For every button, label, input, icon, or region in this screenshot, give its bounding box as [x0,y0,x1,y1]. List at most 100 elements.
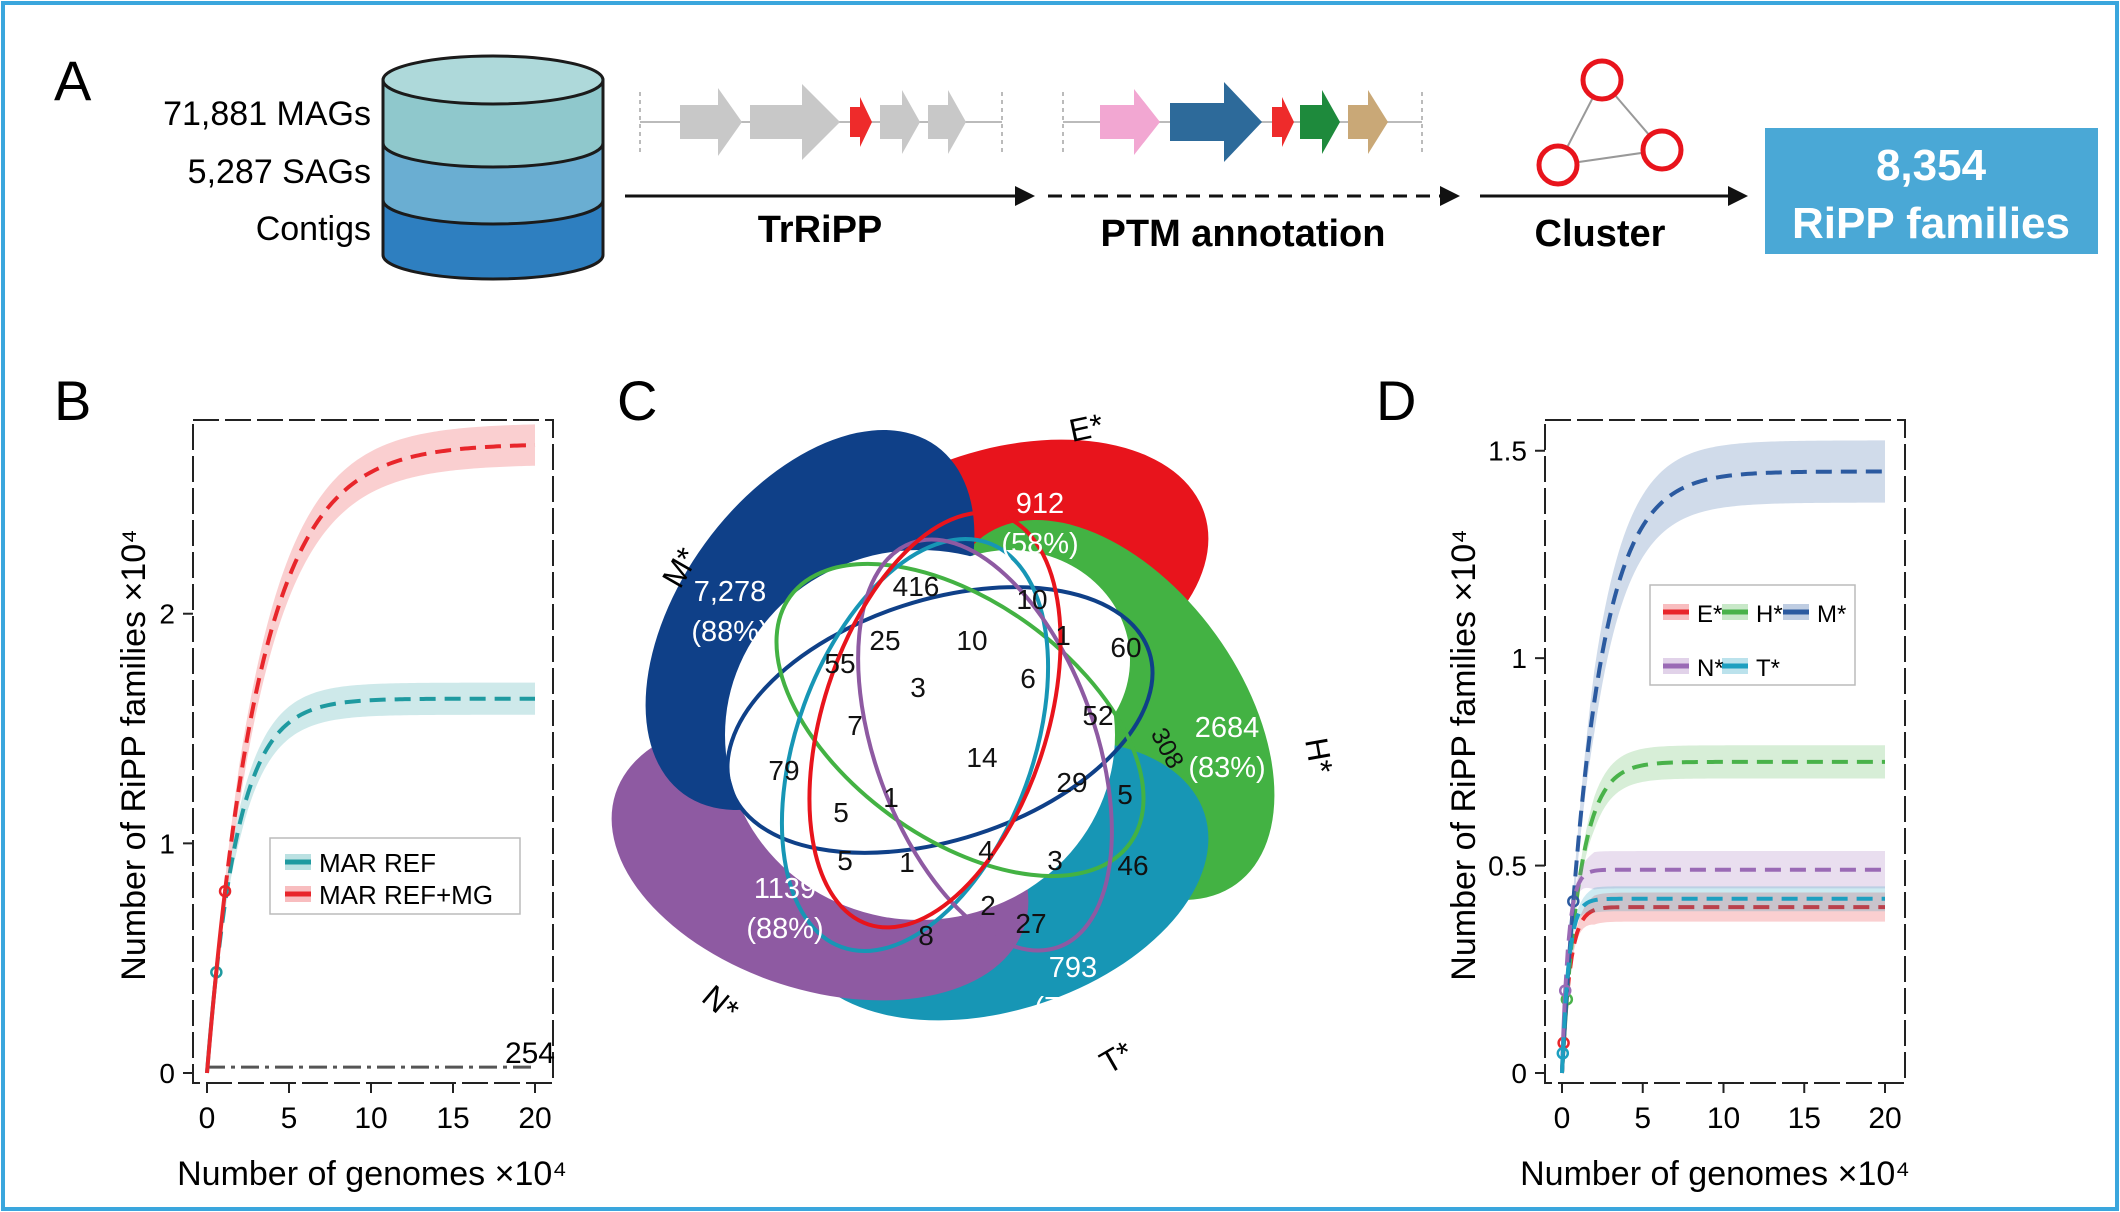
panel-d-letter: D [1376,369,1416,432]
venn-outlines [725,510,1155,954]
venn-count: 8 [918,920,934,951]
legend-label: MAR REF [319,848,436,878]
x-tick-label: 15 [1788,1102,1821,1135]
venn-h-count: 2684 [1195,712,1260,744]
x-tick-label: 10 [1707,1102,1740,1135]
venn-count: 1 [883,782,899,813]
venn-count: 60 [1110,632,1141,663]
venn-count: 10 [956,625,987,656]
cluster-icon [1536,58,1684,187]
x-tick-label: 0 [199,1102,216,1135]
venn-count: 4 [978,835,994,866]
venn-count: 27 [1015,908,1046,939]
legend-label: MAR REF+MG [319,880,493,910]
series-confidence-band [1562,886,1885,1073]
arrow-ptm-head [1440,186,1460,206]
legend-label: N* [1697,655,1724,682]
step-cluster-label: Cluster [1535,213,1666,255]
result-label: RiPP families [1792,199,2070,248]
venn-count: 1 [1055,620,1071,651]
db-label-contigs: Contigs [256,210,371,248]
panel-a: A 71,881 MAGs 5,287 SAGs Contigs TrRiPP [54,49,2098,281]
series-extrapolated-line [1563,867,1885,991]
venn-label-e: E* [1066,407,1107,449]
y-tick-label: 1.5 [1488,436,1527,467]
db-label-sags: 5,287 SAGs [188,153,371,191]
series-extrapolated-line [223,443,536,892]
venn-count: 79 [768,755,799,786]
venn-unique-values: 912 (58%) 2684 (83%) 793 (78%) 1139 (88%… [691,488,1265,1024]
venn-e-pct: (58%) [1001,528,1078,560]
gene-cluster-colored-icon [1062,82,1423,162]
x-tick-label: 20 [518,1102,551,1135]
venn-count: 52 [1082,700,1113,731]
series-endpoint-marker [218,884,232,898]
y-tick-label: 0 [1511,1058,1527,1089]
legend-label: E* [1697,601,1722,628]
venn-label-n: N* [696,978,746,1028]
panel-d: D 0 5 10 15 20 0 0.5 1 1.5 E* H* M* N* T* Number of g… [1376,369,1910,1193]
venn-count: 29 [1056,767,1087,798]
y-tick-label: 1 [1511,643,1527,674]
panel-b-ylabel: Number of RiPP families ×10⁴ [115,529,153,980]
venn-count: 5 [1117,779,1133,810]
series-extrapolated-line [1561,905,1885,1044]
venn-count: 46 [1117,850,1148,881]
series-observed-line [205,890,228,1074]
x-tick-label: 15 [436,1102,469,1135]
panel-b-xlabel: Number of genomes ×10⁴ [177,1155,567,1193]
panel-d-chart: 0 5 10 15 20 0 0.5 1 1.5 E* H* M* N* T* [1488,419,1906,1135]
db-label-mags: 71,881 MAGs [163,95,371,133]
series-confidence-band [1562,892,1885,1073]
db-top [381,54,605,106]
venn-count: 7 [847,710,863,741]
panel-d-ylabel: Number of RiPP families ×10⁴ [1445,529,1483,980]
venn-count: 25 [869,625,900,656]
x-tick-label: 0 [1554,1102,1571,1135]
venn-count: 3 [910,672,926,703]
venn-n-pct: (88%) [746,913,823,945]
plot-frame [192,419,554,1084]
step-trripp-label: TrRiPP [758,209,883,251]
venn-count: 6 [1020,663,1036,694]
x-tick-label: 5 [281,1102,298,1135]
venn-count: 10 [1016,584,1047,615]
panel-c-letter: C [617,369,657,432]
venn-count: 2 [980,890,996,921]
series-extrapolated-line [214,696,536,973]
venn-t-count: 793 [1049,952,1097,984]
series-extrapolated-line [1571,469,1886,902]
legend-label: H* [1756,601,1783,628]
series-confidence-band [207,424,535,1073]
database-stack-icon [381,54,605,281]
venn-h-pct: (83%) [1188,752,1265,784]
result-box [1765,128,2098,254]
series-confidence-band [1562,745,1885,1073]
y-tick-label: 2 [159,599,175,630]
series-extrapolated-line [1564,759,1885,1000]
venn-count: 5 [837,845,853,876]
legend-label: M* [1817,601,1846,628]
y-tick-label: 1 [159,828,175,859]
step-ptm-label: PTM annotation [1101,213,1386,255]
panel-d-xlabel: Number of genomes ×10⁴ [1520,1155,1910,1193]
plot-frame [1544,419,1906,1084]
venn-intersections: 416 10 1 60 25 55 10 6 3 52 308 7 14 29 … [768,571,1189,951]
series-endpoint-marker [1556,1047,1570,1060]
series-extrapolated-line [1560,896,1885,1054]
gene-cluster-gray-icon [639,84,1003,160]
series-observed-line [1560,1053,1565,1074]
series-confidence-band [1562,851,1885,1073]
venn-n-count: 1139 [754,873,816,905]
arrow-trripp-head [1015,186,1035,206]
x-tick-label: 5 [1634,1102,1651,1135]
y-tick-label: 0 [159,1058,175,1089]
y-tick-label: 0.5 [1488,851,1527,882]
x-tick-label: 10 [354,1102,387,1135]
x-tick-label: 20 [1868,1102,1901,1135]
venn-m-count: 7,278 [694,576,767,608]
venn-count: 416 [893,571,940,602]
